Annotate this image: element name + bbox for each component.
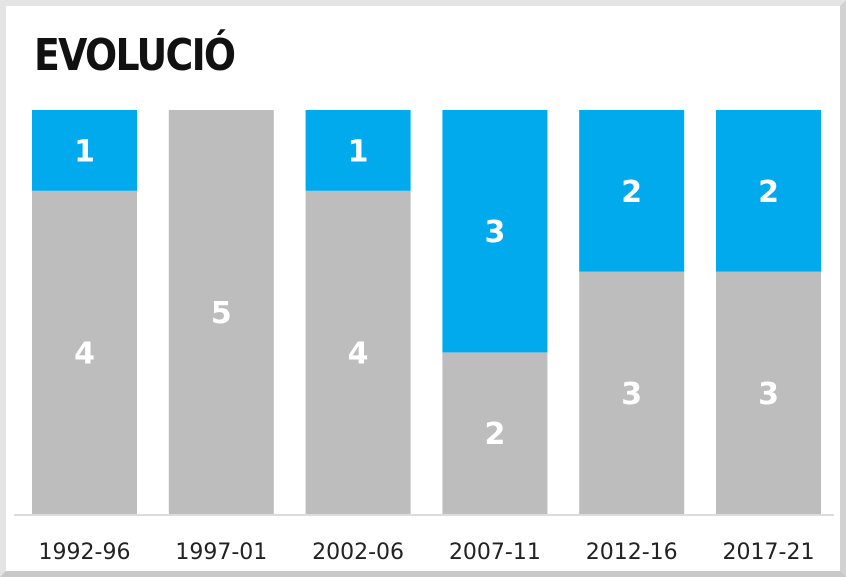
bar-segment: [32, 190, 137, 515]
data-label: 3: [758, 377, 779, 412]
bar-segment: [442, 352, 548, 514]
data-label: 2: [484, 417, 505, 452]
data-label: 4: [348, 336, 369, 371]
bar-segment: [305, 190, 411, 515]
data-label: 2: [621, 175, 642, 210]
data-label: 1: [74, 134, 95, 169]
data-label: 5: [211, 296, 232, 331]
data-label: 4: [74, 336, 95, 371]
data-label: 3: [621, 377, 642, 412]
data-label: 1: [348, 134, 369, 169]
data-label: 2: [758, 175, 779, 210]
x-tick-label: 2017-21: [723, 540, 815, 565]
bar-segment: [579, 271, 685, 514]
bar-segment: [168, 110, 274, 514]
bar-segment: [442, 110, 548, 353]
data-label: 3: [484, 215, 505, 250]
bar-segment: [579, 110, 685, 272]
bar-segment: [716, 271, 821, 514]
x-tick-label: 2012-16: [586, 540, 678, 565]
x-tick-label: 2007-11: [449, 540, 541, 565]
bar-segment: [32, 110, 137, 191]
bar-segment: [305, 110, 411, 191]
bar-segment: [716, 110, 821, 272]
x-tick-label: 2002-06: [312, 540, 404, 565]
chart-title: EVOLUCIÓ: [34, 30, 236, 81]
x-tick-label: 1997-01: [175, 540, 267, 565]
x-tick-label: 1992-96: [39, 540, 131, 565]
